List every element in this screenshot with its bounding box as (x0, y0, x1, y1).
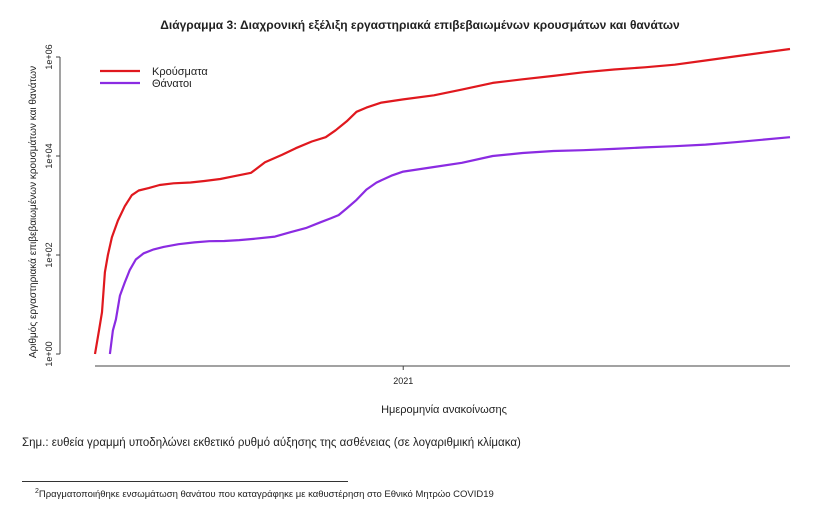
chart-note: Σημ.: ευθεία γραμμή υποδηλώνει εκθετικό … (22, 437, 521, 449)
footnote-divider (22, 481, 348, 482)
y-tick-label: 1e+02 (44, 242, 54, 267)
footnote-text: Πραγματοποιήθηκε ενσωμάτωση θανάτου που … (38, 489, 494, 501)
y-tick-label: 1e+04 (44, 143, 54, 168)
series-layer (93, 47, 791, 355)
footnote-marker: 2 (35, 488, 39, 495)
y-tick-label: 1e+06 (44, 44, 54, 69)
y-axis-label: Αριθμός εργαστηριακά επιβεβαιωμένων κρου… (27, 66, 39, 358)
legend-label: Θάνατοι (152, 78, 192, 90)
footnote: 2Πραγματοποιήθηκε ενσωμάτωση θανάτου που… (35, 488, 494, 500)
series-line-1 (93, 47, 791, 355)
x-tick-label: 2021 (393, 376, 413, 386)
x-axis-label: Ημερομηνία ανακοίνωσης (381, 404, 507, 416)
y-axis: 1e+00 1e+02 1e+04 1e+06 (44, 44, 61, 367)
series-line-2 (108, 136, 791, 355)
chart-title: Διάγραμμα 3: Διαχρονική εξέλιξη εργαστηρ… (160, 18, 680, 32)
x-axis: 2021 (95, 365, 790, 386)
y-tick-label: 1e+00 (44, 341, 54, 366)
legend-label: Κρούσματα (152, 66, 208, 78)
